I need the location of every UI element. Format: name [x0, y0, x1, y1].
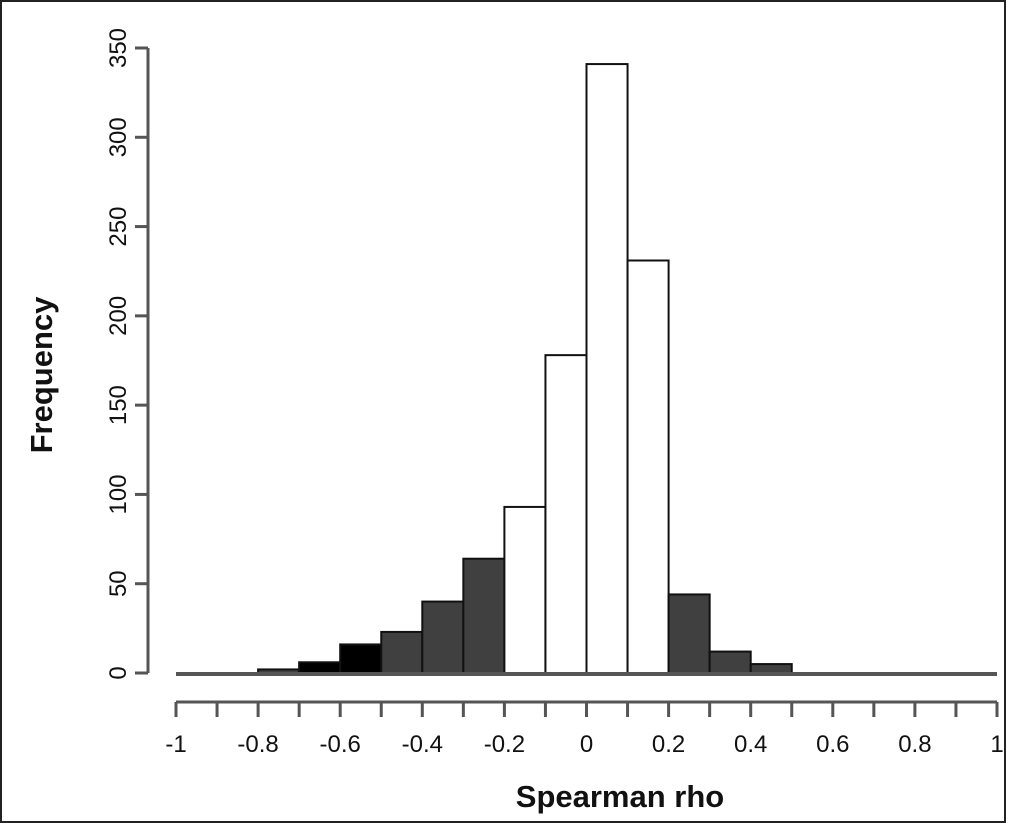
histogram-bar: [462, 557, 506, 675]
histogram-bar: [298, 661, 342, 674]
x-tick-label: -0.4: [402, 731, 443, 758]
histogram-bar: [585, 63, 629, 675]
y-tick-label: 50: [105, 570, 132, 597]
x-tick-label: -0.2: [484, 731, 525, 758]
histogram-bar: [667, 593, 711, 675]
y-tick-label: 0: [105, 666, 132, 679]
histogram-bar: [544, 354, 588, 674]
x-tick-label: -1: [165, 731, 186, 758]
x-tick-label: 0: [580, 731, 593, 758]
x-tick-label: 0.2: [652, 731, 685, 758]
y-tick-label: 350: [105, 28, 132, 68]
y-tick-label: 150: [105, 385, 132, 425]
histogram-bar: [339, 643, 383, 675]
bars-group: [257, 63, 793, 675]
histogram-bar: [503, 505, 547, 674]
x-tick-label: 0.4: [734, 731, 767, 758]
histogram-bar: [708, 650, 752, 674]
x-axis-ticks: -1 -0.8 -0.6 -0.4 -0.2 0 0.2 0.4 0.6 0.8 1: [165, 702, 1004, 758]
histogram-bar: [421, 600, 465, 674]
y-axis-ticks: 0 50 100 150 200 250 300 350: [105, 28, 148, 680]
y-tick-label: 250: [105, 207, 132, 247]
y-tick-label: 100: [105, 474, 132, 514]
histogram-bar: [749, 663, 793, 674]
x-axis-title: Spearman rho: [516, 779, 724, 814]
histogram-bar: [380, 630, 424, 675]
x-tick-label: 0.8: [898, 731, 931, 758]
y-tick-label: 200: [105, 296, 132, 336]
y-tick-label: 300: [105, 117, 132, 157]
x-tick-label: 1: [990, 731, 1003, 758]
x-tick-label: 0.6: [816, 731, 849, 758]
x-tick-label: -0.8: [237, 731, 278, 758]
y-axis-title: Frequency: [24, 296, 59, 454]
x-tick-label: -0.6: [320, 731, 361, 758]
histogram-bar: [626, 259, 670, 674]
